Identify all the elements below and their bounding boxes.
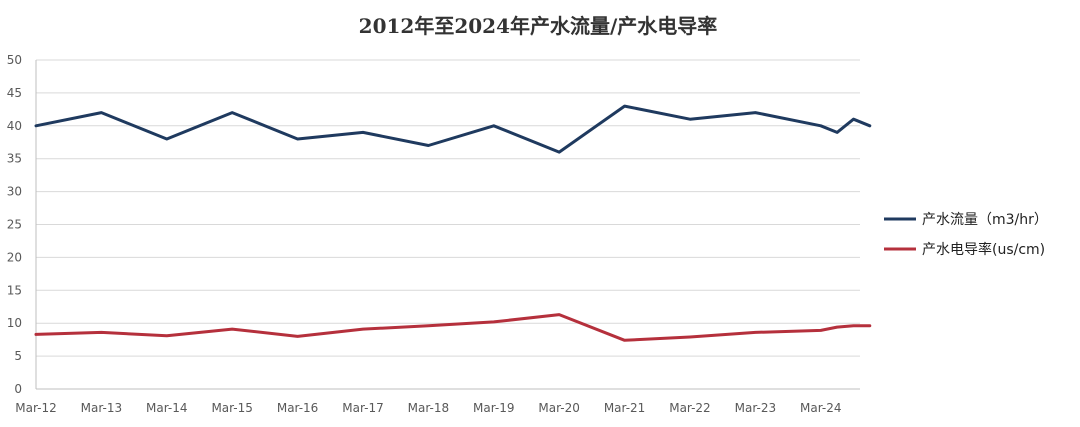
x-tick-label: Mar-23 [735, 401, 776, 415]
x-tick-label: Mar-17 [342, 401, 383, 415]
y-tick-label: 5 [14, 349, 22, 363]
y-tick-label: 30 [7, 185, 22, 199]
series-line-1 [34, 104, 872, 154]
grid-lines [36, 59, 860, 357]
y-tick-label: 40 [7, 119, 22, 133]
chart-title: 2012年至2024年产水流量/产水电导率 [359, 14, 718, 38]
y-tick-label: 50 [7, 53, 22, 67]
x-tick-label: Mar-24 [800, 401, 841, 415]
x-tick-label: Mar-13 [81, 401, 122, 415]
x-tick-label: Mar-22 [669, 401, 710, 415]
x-tick-label: Mar-20 [538, 401, 579, 415]
legend: 产水流量（m3/hr） 产水电导率(us/cm) [884, 212, 1048, 258]
y-tick-label: 15 [7, 283, 22, 297]
x-tick-label: Mar-21 [604, 401, 645, 415]
x-tick-label: Mar-12 [15, 401, 56, 415]
series-lines [34, 104, 872, 342]
y-tick-label: 0 [14, 382, 22, 396]
y-tick-label: 25 [7, 218, 22, 232]
x-tick-label: Mar-14 [146, 401, 187, 415]
y-tick-label: 35 [7, 152, 22, 166]
series-line-2 [34, 313, 872, 342]
x-axis: Mar-12 Mar-13 Mar-14 Mar-15 Mar-16 Mar-17 Mar-… [15, 388, 860, 415]
y-tick-label: 10 [7, 316, 22, 330]
x-tick-label: Mar-15 [211, 401, 252, 415]
legend-label: 产水流量（m3/hr） [922, 212, 1048, 228]
y-axis: 0 5 10 15 20 25 30 35 40 45 50 [7, 53, 37, 396]
x-tick-label: Mar-19 [473, 401, 514, 415]
x-tick-label: Mar-18 [408, 401, 449, 415]
legend-label: 产水电导率(us/cm) [922, 241, 1045, 258]
y-tick-label: 20 [7, 250, 22, 264]
y-tick-label: 45 [7, 86, 22, 100]
x-tick-label: Mar-16 [277, 401, 318, 415]
